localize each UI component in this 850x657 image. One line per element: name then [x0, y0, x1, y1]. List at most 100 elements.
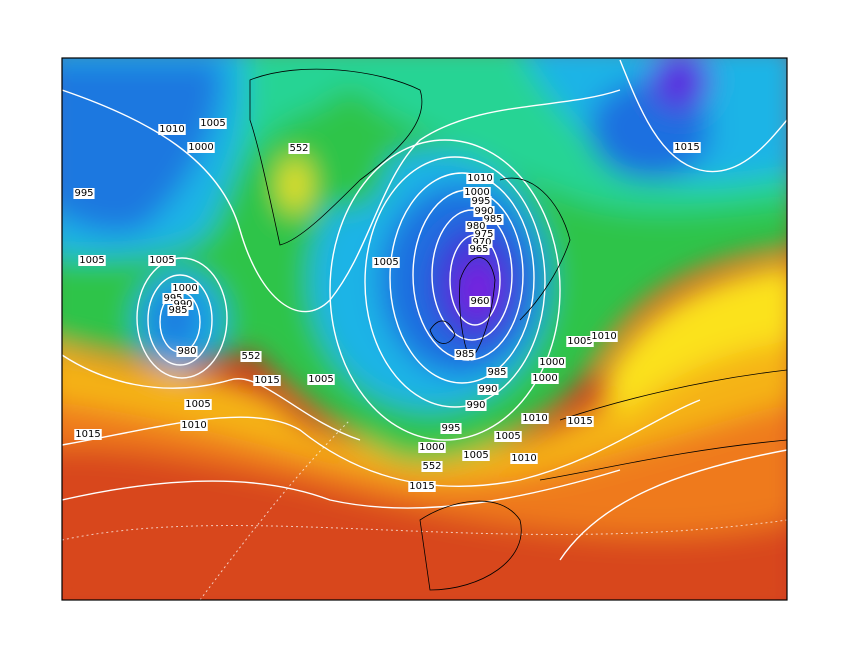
label-box: [167, 305, 189, 316]
coastlines: [249, 68, 787, 591]
field: [62, 58, 787, 600]
label-box: [421, 461, 443, 472]
label-box: [408, 481, 436, 492]
contour-label: 985: [483, 214, 502, 225]
contour-label: 1005: [495, 431, 520, 442]
contour-label: 1000: [419, 442, 444, 453]
contour-label: 1005: [149, 255, 174, 266]
contour-label: 970: [472, 237, 491, 248]
contour-label: 980: [466, 221, 485, 232]
contour-label: 1005: [308, 374, 333, 385]
contour-label: 1015: [674, 142, 699, 153]
label-box: [471, 237, 493, 248]
label-box: [465, 400, 487, 411]
contour-label: 1010: [467, 173, 492, 184]
label-box: [469, 296, 491, 307]
contour-label: 975: [474, 229, 493, 240]
label-box: [477, 384, 499, 395]
contour-label: 1015: [75, 429, 100, 440]
contour-label: 552: [289, 143, 308, 154]
label-box: [176, 346, 198, 357]
label-box: [494, 431, 522, 442]
label-box: [468, 244, 490, 255]
contour-label: 552: [241, 351, 260, 362]
contour-label: 985: [168, 305, 187, 316]
label-box: [307, 374, 335, 385]
label-box: [473, 206, 495, 217]
contour-label: 1015: [254, 375, 279, 386]
label-box: [288, 143, 310, 154]
contour-label: 1000: [464, 187, 489, 198]
contour-label: 960: [470, 296, 489, 307]
contour-label: 1005: [567, 336, 592, 347]
label-box: [466, 173, 494, 184]
label-box: [172, 299, 194, 310]
label-box: [486, 367, 508, 378]
contour-label: 1005: [79, 255, 104, 266]
label-box: [73, 188, 95, 199]
label-box: [199, 118, 227, 129]
contour-label: 985: [487, 367, 506, 378]
label-box: [531, 373, 559, 384]
label-box: [418, 442, 446, 453]
contour-label: 990: [478, 384, 497, 395]
contour-label: 1005: [463, 450, 488, 461]
contour-label: 1000: [532, 373, 557, 384]
contour-label: 1010: [511, 453, 536, 464]
contour-label: 552: [422, 461, 441, 472]
label-box: [473, 229, 495, 240]
label-box: [158, 124, 186, 135]
contour-label: 990: [173, 299, 192, 310]
contour-label: 985: [455, 349, 474, 360]
label-box: [162, 293, 184, 304]
label-box: [538, 357, 566, 368]
label-box: [184, 399, 212, 410]
label-box: [187, 142, 215, 153]
contour-label: 1010: [591, 331, 616, 342]
label-box: [372, 257, 400, 268]
label-box: [566, 336, 594, 347]
label-box: [510, 453, 538, 464]
map-frame: [61, 57, 788, 601]
contour-label: 995: [441, 423, 460, 434]
contour-label: 1010: [181, 420, 206, 431]
label-box: [673, 142, 701, 153]
label-box: [462, 450, 490, 461]
contour-label: 1010: [159, 124, 184, 135]
contour-label: 1015: [409, 481, 434, 492]
contour-label: 1015: [567, 416, 592, 427]
label-box: [463, 187, 491, 198]
label-box: [148, 255, 176, 266]
contour-label: 980: [177, 346, 196, 357]
contour-label: 1005: [200, 118, 225, 129]
contour-label: 1005: [373, 257, 398, 268]
label-box: [482, 214, 504, 225]
contour-label: 995: [74, 188, 93, 199]
label-box: [74, 429, 102, 440]
contour-label: 1005: [185, 399, 210, 410]
label-box: [566, 416, 594, 427]
contour-label: 1000: [539, 357, 564, 368]
label-box: [470, 196, 492, 207]
label-box: [454, 349, 476, 360]
contour-label: 990: [466, 400, 485, 411]
label-box: [171, 283, 199, 294]
label-box: [440, 423, 462, 434]
label-box: [465, 221, 487, 232]
label-box: [240, 351, 262, 362]
contour-label: 990: [474, 206, 493, 217]
label-box: [78, 255, 106, 266]
contour-label: 1000: [188, 142, 213, 153]
contour-label: 995: [471, 196, 490, 207]
contour-label: 1010: [522, 413, 547, 424]
label-box: [180, 420, 208, 431]
contour-label: 1000: [172, 283, 197, 294]
label-box: [590, 331, 618, 342]
isobars: [62, 59, 787, 600]
label-box: [253, 375, 281, 386]
label-box: [521, 413, 549, 424]
contour-label: 995: [163, 293, 182, 304]
